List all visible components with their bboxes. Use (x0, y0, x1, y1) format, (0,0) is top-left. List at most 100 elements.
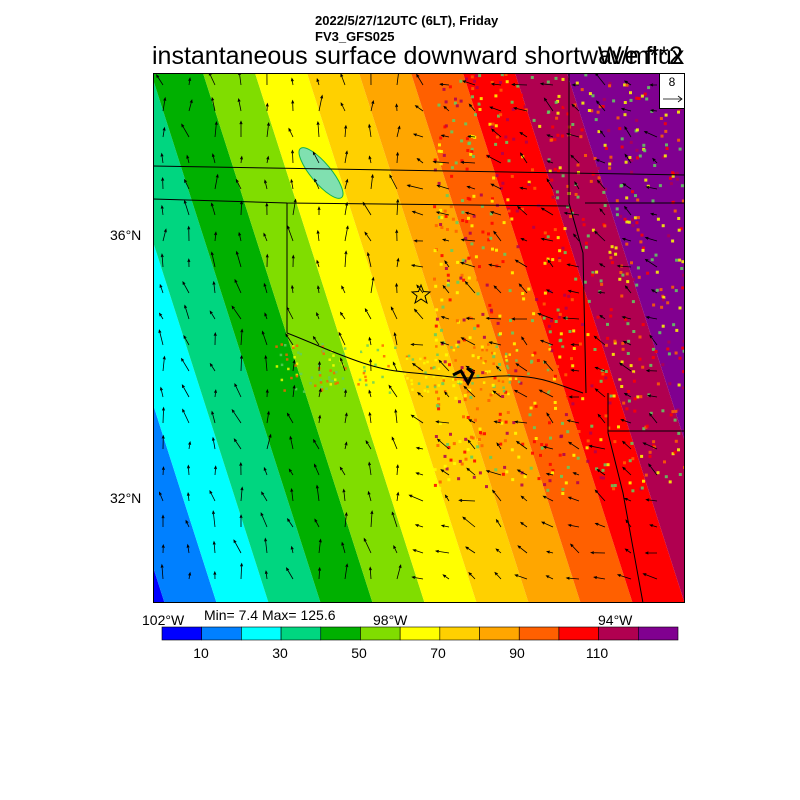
noise-pixel (562, 253, 566, 257)
noise-pixel (479, 97, 483, 101)
noise-pixel (567, 391, 571, 395)
wind-arrow (515, 363, 528, 372)
wind-arrow (344, 441, 348, 450)
noise-pixel (597, 130, 601, 134)
noise-pixel (636, 266, 640, 270)
wind-arrow (414, 105, 424, 112)
wind-arrow (186, 491, 190, 502)
wind-arrow (643, 131, 658, 138)
noise-pixel (381, 375, 384, 379)
noise-pixel (644, 473, 648, 477)
wind-arrow (395, 103, 399, 112)
noise-pixel (646, 271, 650, 275)
wind-arrow (435, 211, 450, 216)
noise-pixel (493, 376, 497, 380)
noise-pixel (454, 396, 458, 400)
colorbar-box (320, 626, 361, 641)
noise-pixel (358, 378, 362, 382)
noise-pixel (343, 347, 347, 350)
lon-label-98w: 98°W (373, 612, 408, 628)
noise-pixel (560, 434, 564, 438)
noise-pixel (499, 113, 503, 117)
noise-pixel (502, 386, 505, 389)
noise-pixel (490, 221, 494, 225)
noise-pixel (588, 218, 592, 222)
wind-arrow (291, 149, 295, 164)
noise-pixel (571, 364, 575, 368)
noise-pixel (505, 80, 509, 84)
wind-arrow (211, 436, 216, 450)
noise-pixel (664, 129, 668, 133)
noise-pixel (455, 291, 459, 295)
noise-pixel (466, 390, 470, 394)
wind-arrow (623, 80, 632, 86)
noise-pixel (444, 100, 448, 104)
noise-pixel (608, 250, 612, 254)
noise-pixel (590, 424, 594, 428)
noise-pixel (617, 380, 621, 384)
noise-pixel (654, 253, 658, 257)
noise-pixel (447, 478, 451, 482)
noise-pixel (468, 197, 472, 201)
noise-pixel (328, 358, 331, 361)
wind-arrow (396, 464, 400, 476)
colorbar-box (241, 626, 282, 641)
noise-pixel (565, 492, 569, 496)
wind-arrow (368, 566, 372, 580)
noise-pixel (663, 154, 667, 158)
wind-arrow (644, 236, 658, 242)
reference-vector-box: 8 (659, 73, 685, 109)
noise-pixel (681, 386, 685, 390)
noise-pixel (440, 216, 444, 220)
noise-pixel (561, 345, 565, 349)
noise-pixel (556, 365, 560, 369)
noise-pixel (547, 324, 551, 328)
noise-pixel (319, 378, 322, 382)
wind-arrow (395, 229, 399, 242)
noise-pixel (548, 343, 552, 346)
noise-pixel (533, 186, 537, 190)
noise-pixel (439, 223, 443, 226)
wind-arrow (413, 308, 424, 320)
noise-pixel (516, 245, 520, 249)
wind-arrow (186, 464, 191, 476)
wind-arrow (649, 109, 658, 113)
noise-pixel (504, 135, 508, 139)
noise-pixel (481, 312, 485, 316)
noise-pixel (621, 273, 625, 277)
noise-pixel (310, 376, 314, 379)
colorbar-box (518, 626, 560, 641)
noise-pixel (433, 277, 436, 281)
wind-arrow (370, 100, 375, 112)
noise-pixel (426, 360, 429, 364)
wind-arrow (316, 229, 320, 242)
wind-arrow (465, 546, 476, 554)
noise-pixel (358, 391, 361, 395)
wind-arrow (521, 336, 528, 346)
noise-pixel (551, 469, 555, 472)
noise-pixel (520, 207, 524, 211)
noise-pixel (511, 331, 515, 335)
wind-arrow (318, 94, 324, 112)
noise-pixel (615, 213, 619, 217)
wind-arrow (180, 357, 190, 372)
noise-pixel (489, 455, 493, 459)
noise-pixel (546, 257, 550, 261)
noise-pixel (552, 368, 555, 371)
noise-pixel (477, 102, 481, 106)
wind-arrow (318, 387, 322, 398)
wind-arrow (647, 394, 658, 398)
colorbar-box (399, 626, 441, 641)
wind-arrow (650, 212, 658, 216)
wind-arrow (285, 333, 294, 346)
wind-arrow (435, 420, 450, 424)
wind-arrow (290, 77, 294, 86)
noise-pixel (553, 374, 557, 378)
noise-pixel (551, 471, 554, 475)
wind-arrow (514, 420, 528, 424)
noise-pixel (665, 147, 669, 150)
noise-pixel (540, 446, 544, 450)
noise-pixel (329, 369, 332, 372)
wind-arrow (594, 522, 606, 528)
map-frame (153, 73, 685, 603)
